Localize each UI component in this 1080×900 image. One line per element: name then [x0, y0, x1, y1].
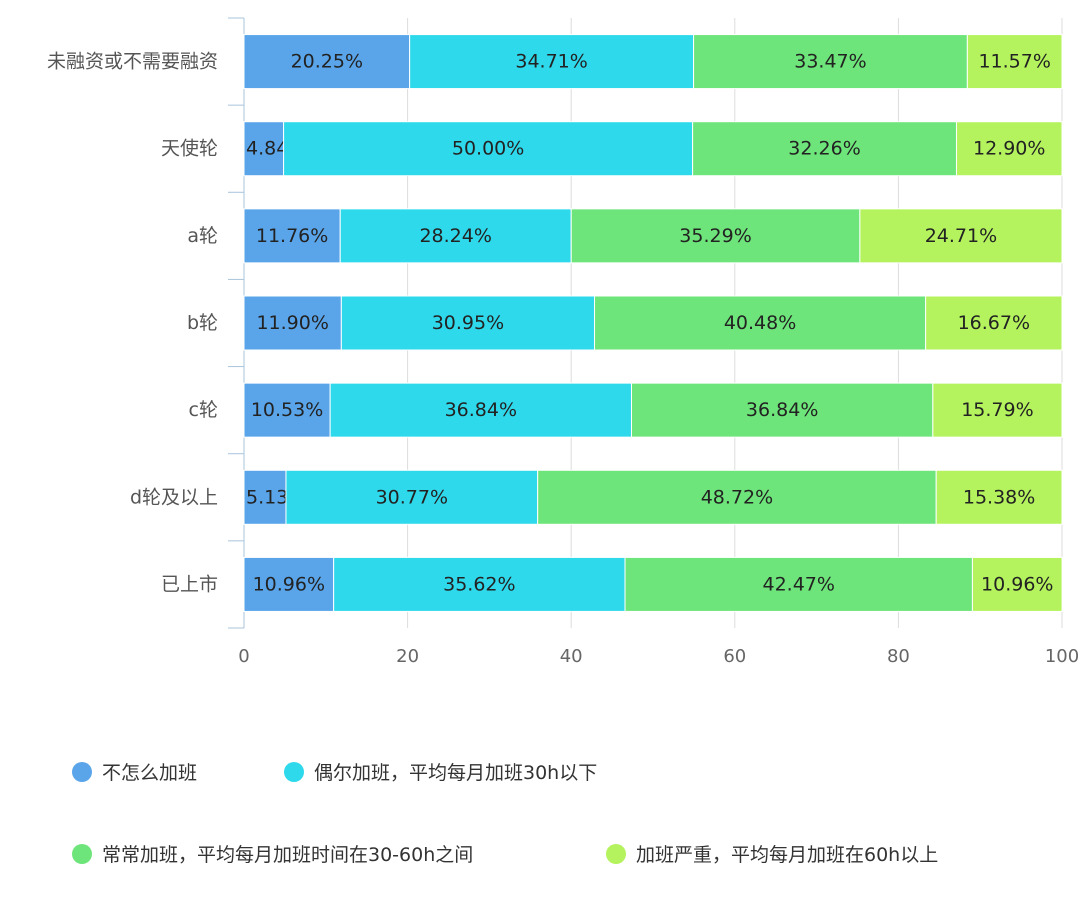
data-label: 48.72% [701, 486, 773, 508]
data-label: 30.77% [376, 486, 448, 508]
bar-segment [935, 469, 1063, 525]
bar-segment [594, 295, 927, 351]
data-label: 10.53% [251, 399, 323, 421]
category-label: 未融资或不需要融资 [47, 51, 218, 73]
data-label: 11.90% [256, 312, 328, 334]
data-label: 10.96% [253, 573, 325, 595]
data-label: 28.24% [419, 225, 491, 247]
bar-segment [955, 121, 1063, 177]
data-label: 42.47% [763, 573, 835, 595]
data-label: 35.29% [679, 225, 751, 247]
bar-segment [932, 382, 1063, 438]
data-label: 24.71% [925, 225, 997, 247]
data-label: 10.96% [981, 573, 1053, 595]
bar-segment [925, 295, 1063, 351]
category-label: a轮 [187, 225, 218, 247]
category-label: 天使轮 [161, 138, 218, 160]
legend-label-0: 不怎么加班 [102, 762, 198, 784]
x-tick-label: 100 [1045, 646, 1079, 667]
legend-item-2[interactable]: 常常加班，平均每月加班时间在30-60h之间 [72, 840, 473, 867]
data-label: 35.62% [443, 573, 515, 595]
data-label: 32.26% [788, 138, 860, 160]
stacked-bar-chart: 未融资或不需要融资 20.25% 34.71% 33.47% 11.57%天使轮 4.84… [47, 17, 1079, 667]
data-label: 36.84% [445, 399, 517, 421]
data-label: 34.71% [515, 51, 587, 73]
bar-segment [692, 121, 957, 177]
bar-segment [570, 208, 861, 264]
legend-item-3[interactable]: 加班严重，平均每月加班在60h以上 [606, 840, 938, 867]
bar-segment [966, 34, 1063, 90]
bar-segment [630, 382, 934, 438]
category-label: c轮 [189, 399, 218, 421]
data-label: 30.95% [432, 312, 504, 334]
bar-segment [243, 208, 341, 264]
data-label: 36.84% [746, 399, 818, 421]
legend-item-1[interactable]: 偶尔加班，平均每月加班30h以下 [284, 758, 597, 785]
data-label: 15.38% [963, 486, 1035, 508]
bar-segment [283, 121, 694, 177]
bar-segment [339, 208, 572, 264]
x-tick-label: 40 [560, 646, 583, 667]
data-label: 16.67% [958, 312, 1030, 334]
bar-segment [693, 34, 968, 90]
bar-segment [329, 382, 632, 438]
bar-segment [624, 556, 973, 612]
data-label: 33.47% [794, 51, 866, 73]
data-label: 40.48% [724, 312, 796, 334]
legend-label-2: 常常加班，平均每月加班时间在30-60h之间 [102, 844, 474, 866]
bar-segment [243, 556, 335, 612]
bar-segment [243, 382, 331, 438]
x-tick-label: 80 [887, 646, 910, 667]
x-tick-label: 20 [396, 646, 419, 667]
bar-segment [243, 469, 287, 525]
bar-segment [859, 208, 1063, 264]
bar-segment [537, 469, 937, 525]
bar-segment [243, 295, 342, 351]
legend-swatch-3 [606, 843, 626, 864]
bar-segment [971, 556, 1063, 612]
category-label: d轮及以上 [130, 486, 218, 508]
x-tick-label: 60 [723, 646, 746, 667]
legend-swatch-2 [72, 843, 92, 864]
data-label: 12.90% [973, 138, 1045, 160]
legend-swatch-0 [72, 761, 92, 782]
legend-item-0[interactable]: 不怎么加班 [72, 758, 197, 785]
legend-label-1: 偶尔加班，平均每月加班30h以下 [314, 762, 598, 784]
x-tick-label: 0 [238, 646, 249, 667]
bar-segment [340, 295, 596, 351]
data-label: 20.25% [291, 51, 363, 73]
data-label: 11.76% [256, 225, 328, 247]
data-label: 11.57% [978, 51, 1050, 73]
category-label: 已上市 [161, 573, 218, 595]
category-label: b轮 [187, 312, 218, 334]
legend-swatch-1 [284, 761, 304, 782]
data-label: 15.79% [961, 399, 1033, 421]
legend-label-3: 加班严重，平均每月加班在60h以上 [636, 844, 939, 866]
data-label: 50.00% [452, 138, 524, 160]
